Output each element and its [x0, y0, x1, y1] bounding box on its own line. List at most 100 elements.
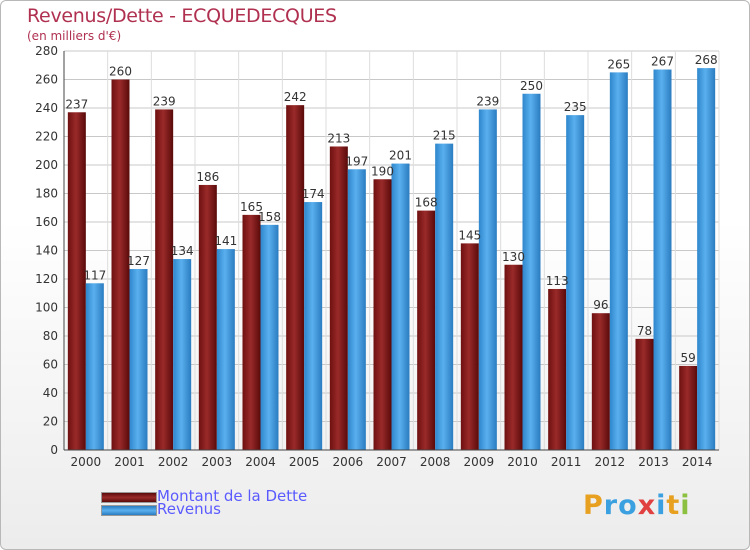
data-label-debt: 59 — [681, 351, 696, 365]
x-tick-label: 2004 — [245, 455, 276, 469]
data-label-debt: 190 — [371, 164, 394, 178]
legend-label-revenus: Revenus — [157, 500, 221, 518]
data-label-revenus: 267 — [651, 55, 674, 69]
x-tick-label: 2012 — [595, 455, 626, 469]
y-tick-label: 200 — [35, 158, 58, 172]
x-tick-label: 2007 — [376, 455, 407, 469]
data-label-debt: 145 — [458, 228, 481, 242]
chart-title: Revenus/Dette - ECQUEDECQUES — [27, 5, 337, 27]
y-tick-label: 220 — [35, 130, 58, 144]
data-label-debt: 130 — [502, 250, 525, 264]
data-label-debt: 239 — [153, 94, 176, 108]
data-label-debt: 213 — [327, 131, 350, 145]
bar-debt — [591, 313, 610, 450]
y-tick-label: 140 — [35, 244, 58, 258]
bar-debt — [111, 79, 130, 450]
x-tick-label: 2003 — [202, 455, 233, 469]
data-label-revenus: 141 — [214, 234, 237, 248]
data-label-debt: 165 — [240, 200, 263, 214]
data-label-revenus: 239 — [476, 94, 499, 108]
logo-letter: i — [680, 490, 691, 521]
y-tick-label: 80 — [43, 329, 58, 343]
x-tick-label: 2002 — [158, 455, 189, 469]
bar-debt — [198, 184, 217, 450]
data-label-debt: 78 — [637, 324, 652, 338]
y-tick-label: 160 — [35, 215, 58, 229]
y-tick-label: 100 — [35, 301, 58, 315]
bar-debt — [504, 264, 523, 450]
bar-debt — [417, 210, 436, 450]
legend-label-debt: Montant de la Dette — [157, 487, 308, 505]
logo-letter: o — [618, 490, 638, 521]
y-tick-label: 60 — [43, 358, 58, 372]
x-tick-label: 2011 — [551, 455, 582, 469]
logo-letter: P — [583, 490, 604, 521]
x-tick-label: 2014 — [682, 455, 713, 469]
bar-revenus — [478, 109, 497, 451]
bar-debt — [155, 109, 174, 451]
bar-debt — [373, 179, 392, 450]
bar-debt — [635, 338, 654, 450]
bar-debt — [67, 112, 86, 451]
data-label-revenus: 174 — [302, 187, 325, 201]
data-label-revenus: 117 — [83, 268, 106, 282]
data-label-revenus: 201 — [389, 149, 412, 163]
logo-letter: i — [656, 490, 667, 521]
x-tick-label: 2009 — [464, 455, 495, 469]
bar-debt — [548, 288, 567, 450]
data-label-revenus: 235 — [564, 100, 587, 114]
legend-swatch-debt — [101, 492, 157, 503]
x-tick-label: 2005 — [289, 455, 320, 469]
x-tick-label: 2010 — [507, 455, 538, 469]
bar-revenus — [260, 224, 279, 450]
data-label-debt: 237 — [65, 97, 88, 111]
logo-letter: t — [666, 490, 681, 521]
y-tick-label: 180 — [35, 187, 58, 201]
bar-revenus — [85, 283, 104, 450]
data-label-debt: 242 — [284, 90, 307, 104]
bar-revenus — [522, 93, 541, 450]
bar-debt — [460, 243, 479, 450]
data-label-revenus: 127 — [127, 254, 150, 268]
bar-debt — [242, 214, 261, 450]
data-label-revenus: 197 — [345, 154, 368, 168]
data-label-debt: 186 — [196, 170, 219, 184]
x-tick-label: 2013 — [638, 455, 669, 469]
data-label-revenus: 250 — [520, 79, 543, 93]
bar-debt — [329, 146, 348, 450]
x-tick-label: 2008 — [420, 455, 451, 469]
bar-revenus — [697, 68, 716, 450]
bar-revenus — [347, 169, 366, 450]
data-label-debt: 260 — [109, 65, 132, 79]
y-tick-label: 120 — [35, 272, 58, 286]
y-tick-label: 240 — [35, 101, 58, 115]
data-label-debt: 96 — [593, 298, 608, 312]
x-tick-label: 2000 — [71, 455, 102, 469]
logo-letter: x — [637, 490, 657, 521]
bar-revenus — [391, 163, 410, 450]
y-tick-label: 0 — [50, 443, 58, 457]
logo-letter: r — [603, 490, 619, 521]
data-label-revenus: 215 — [433, 129, 456, 143]
bar-revenus — [173, 259, 192, 450]
bar-revenus — [304, 202, 323, 450]
y-tick-label: 260 — [35, 73, 58, 87]
bar-debt — [286, 105, 305, 451]
bar-revenus — [435, 143, 454, 450]
data-label-debt: 168 — [415, 196, 438, 210]
x-tick-label: 2001 — [114, 455, 145, 469]
data-label-revenus: 268 — [695, 53, 718, 67]
legend-swatch-revenus — [101, 505, 157, 516]
data-label-revenus: 158 — [258, 210, 281, 224]
data-label-revenus: 134 — [171, 244, 194, 258]
bar-revenus — [566, 115, 585, 450]
y-tick-label: 280 — [35, 44, 58, 58]
data-label-debt: 113 — [546, 274, 569, 288]
bar-revenus — [653, 69, 672, 451]
x-tick-label: 2006 — [333, 455, 364, 469]
bar-revenus — [129, 269, 148, 450]
proxiti-logo: Proxiti — [583, 490, 691, 521]
chart-subtitle: (en milliers d'€) — [27, 29, 122, 43]
